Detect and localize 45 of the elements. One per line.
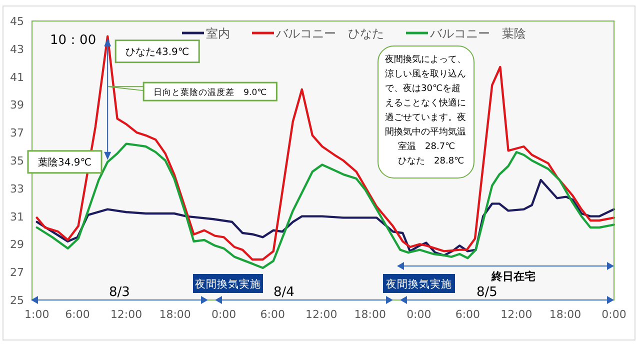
annotation: 夜間換気実施 [193,274,263,293]
x-tick-label: 0:00 [211,308,236,321]
y-tick-label: 33 [10,182,24,196]
x-tick-label: 6:00 [260,308,285,321]
y-tick-label: 25 [10,294,24,307]
x-tick-label: 18:00 [549,308,582,321]
x-tick-label: 12:00 [110,308,142,321]
legend-label: バルコニー 葉陰 [429,26,526,40]
y-tick-label: 41 [10,70,24,84]
annotation: 8/5 [476,285,498,300]
y-tick-label: 45 [10,15,24,28]
annotation: ひなた43.9℃ [114,40,200,64]
annotation: 日向と葉陰の温度差 9.0℃ [154,86,267,98]
x-tick-label: 18:00 [354,308,386,321]
annotation: 8/3 [109,285,130,300]
legend-label: バルコニー ひなた [275,26,384,40]
annotation: ひなた 28.8℃ [398,156,464,166]
y-tick-label: 39 [10,98,24,112]
annotation: 日向と葉陰の温度差 9.0℃ [107,82,278,102]
y-tick-label: 43 [10,42,24,56]
legend-label: 室内 [206,26,230,40]
annotation: 葉陰34.9℃ [38,156,92,169]
x-tick-label: 0:00 [602,308,626,321]
y-tick-label: 37 [10,126,24,140]
annotation: 8/4 [274,285,294,300]
x-tick-label: 1:00 [24,308,50,321]
x-tick-label: 12:00 [500,308,532,321]
x-tick-label: 6:00 [455,308,480,321]
annotation: 夜間換気によって、涼しい風を取り込んで、夜は30℃を超えることなく快適に過ごせています。夜間換気中の平均気温 [385,54,466,138]
annotation: 終日在宅 [492,270,536,283]
y-tick-label: 27 [10,266,24,280]
y-tick-label: 31 [10,210,24,224]
x-tick-label: 6:00 [65,308,90,321]
y-tick-label: 29 [10,238,24,252]
annotation: 10：00 [50,33,96,48]
annotation: 夜間換気実施 [383,274,455,293]
annotation: 夜間換気実施 [195,278,261,290]
annotation: 葉陰34.9℃ [27,150,102,174]
x-tick-label: 12:00 [306,308,338,321]
annotation: 夜間換気実施 [386,278,452,290]
annotation: ひなた43.9℃ [126,47,190,58]
x-tick-label: 0:00 [406,308,432,321]
x-tick-label: 18:00 [159,308,191,321]
y-tick-label: 35 [10,154,24,168]
annotation: 室温 28.7℃ [398,142,456,152]
